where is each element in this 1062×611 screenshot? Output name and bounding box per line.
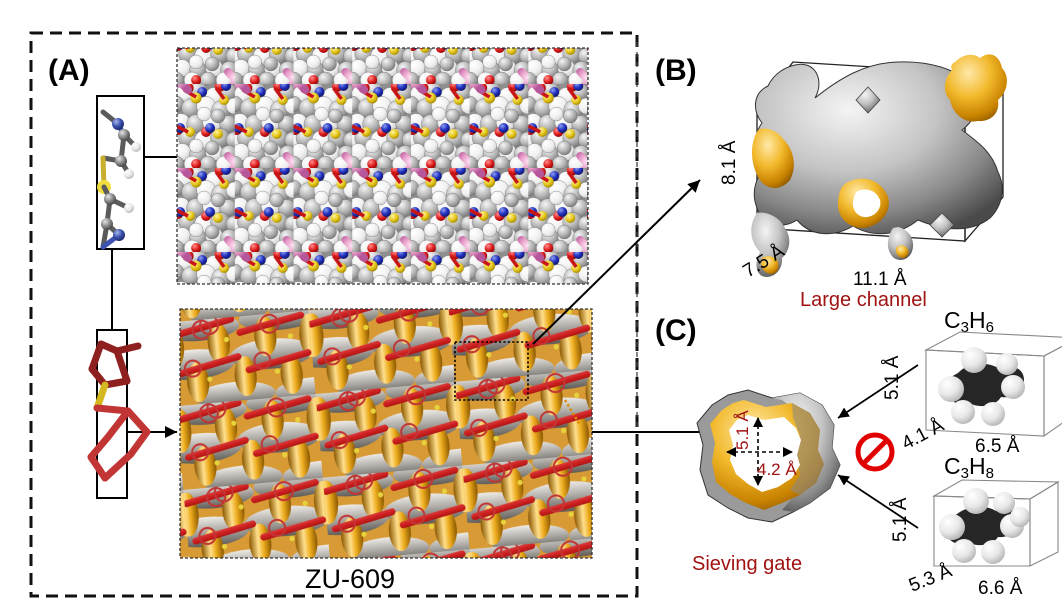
- svg-text:C3H6: C3H6: [944, 307, 994, 336]
- svg-text:Sieving gate: Sieving gate: [692, 553, 802, 575]
- svg-text:8.1 Å: 8.1 Å: [719, 140, 740, 185]
- svg-text:Large channel: Large channel: [800, 289, 927, 311]
- svg-text:11.1 Å: 11.1 Å: [853, 269, 907, 290]
- svg-text:4.1 Å: 4.1 Å: [898, 415, 947, 455]
- svg-text:ZU-609: ZU-609: [305, 564, 395, 594]
- svg-text:5.3 Å: 5.3 Å: [906, 560, 955, 596]
- svg-text:5.1 Å: 5.1 Å: [882, 355, 903, 400]
- svg-text:(C): (C): [655, 314, 697, 347]
- svg-text:C3H8: C3H8: [944, 453, 994, 482]
- svg-text:(B): (B): [655, 54, 697, 87]
- svg-text:5.1 Å: 5.1 Å: [733, 410, 752, 450]
- svg-text:6.6 Å: 6.6 Å: [978, 578, 1023, 599]
- svg-text:(A): (A): [48, 54, 90, 87]
- svg-text:4.2 Å: 4.2 Å: [757, 460, 797, 479]
- svg-text:5.1 Å: 5.1 Å: [890, 497, 911, 542]
